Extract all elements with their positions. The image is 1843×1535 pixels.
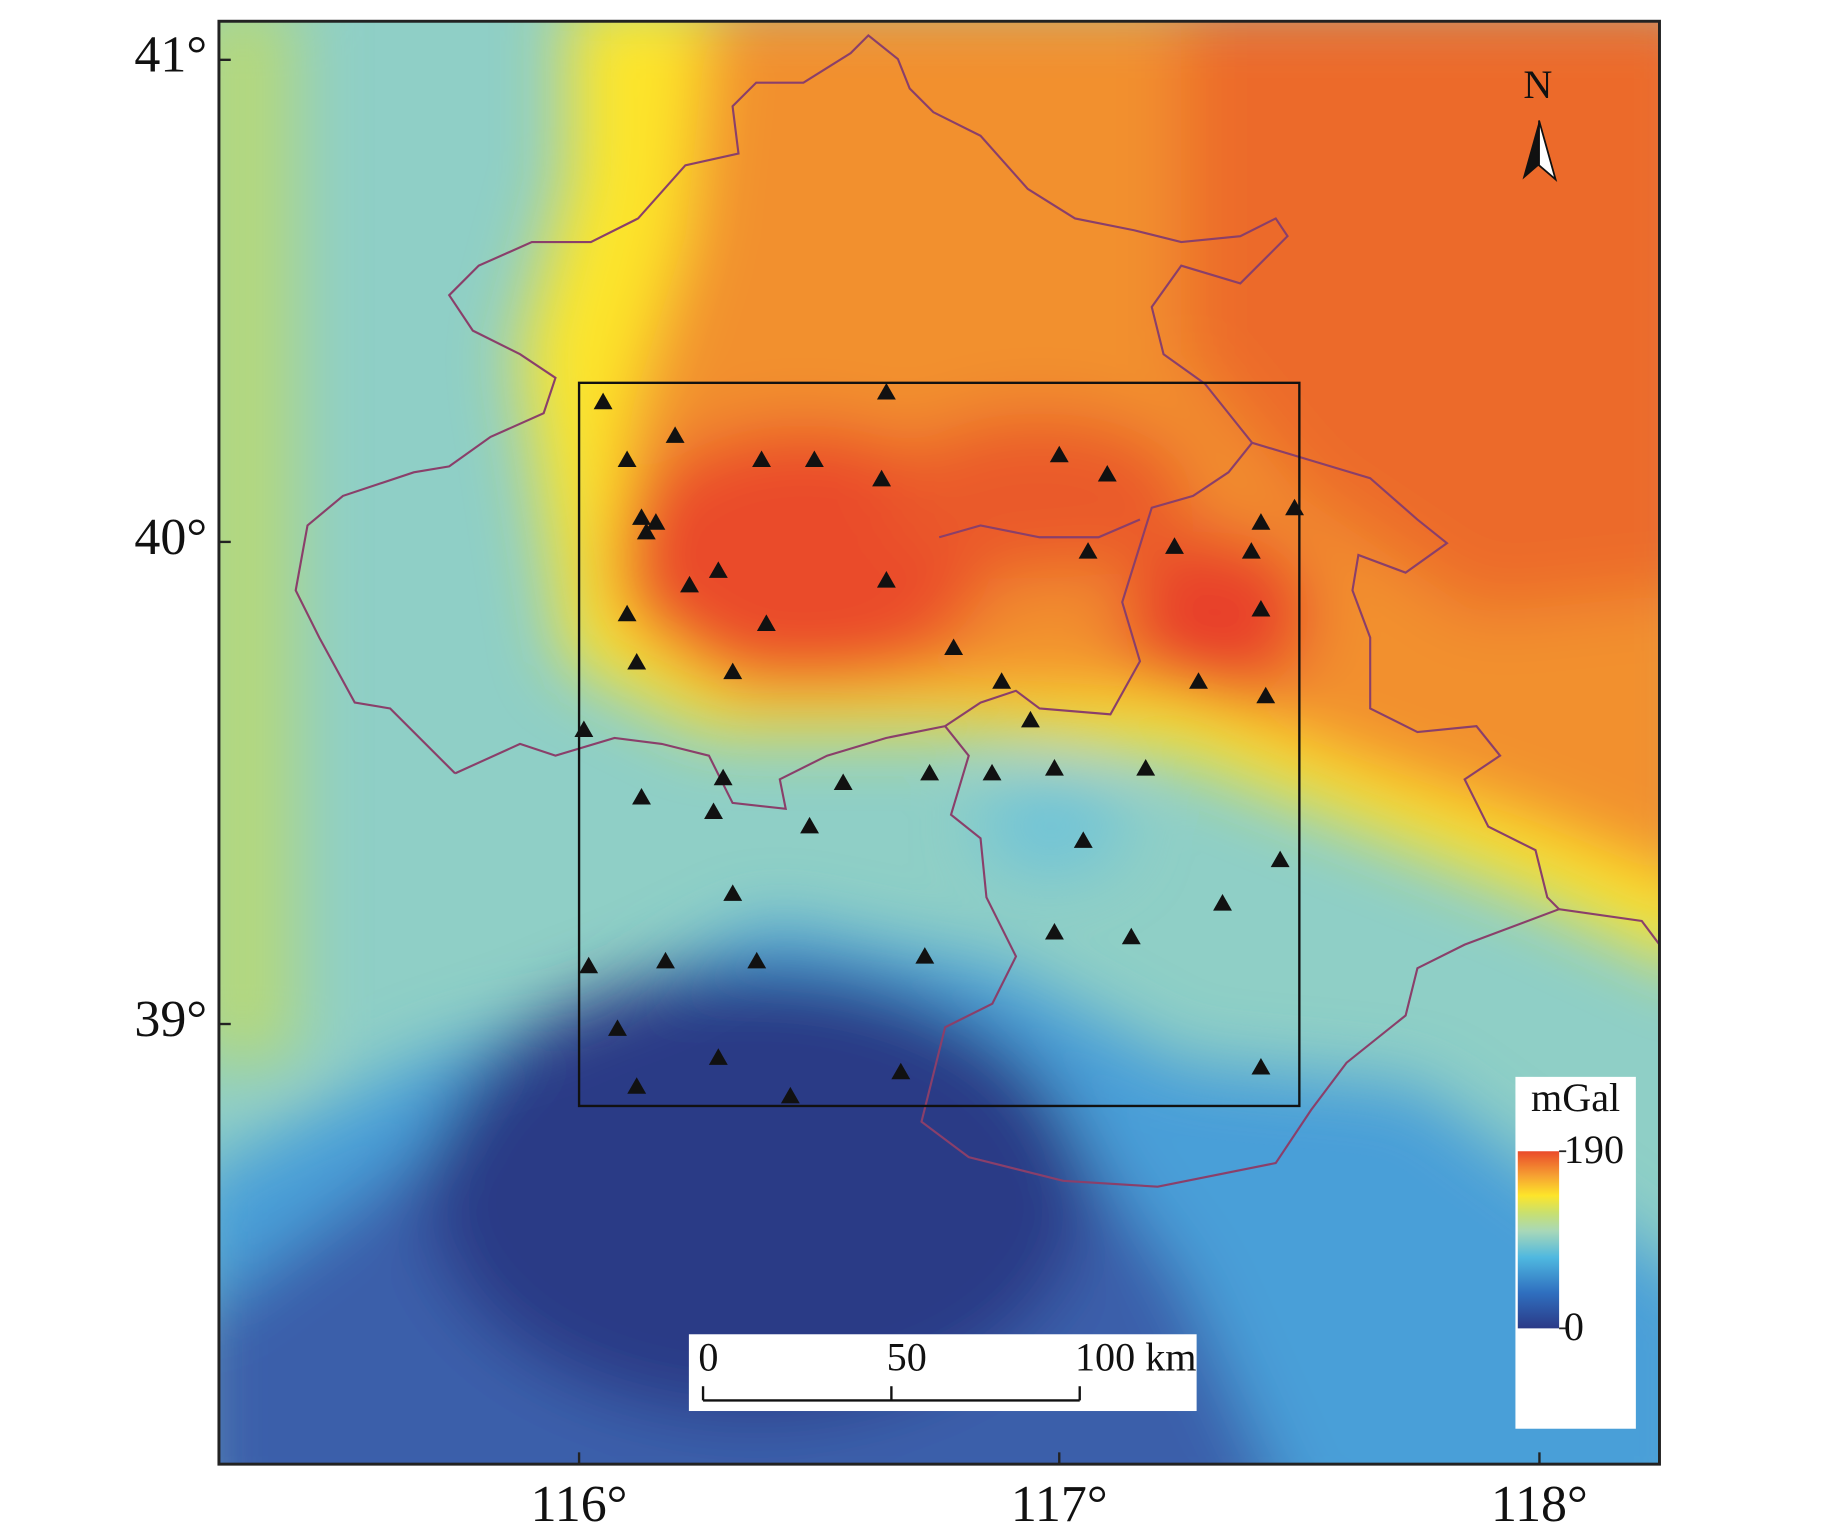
station [1251,1057,1271,1075]
map-frame [217,19,1661,1466]
station [872,469,892,487]
colorbar-tick-label: 0 [1564,1304,1584,1349]
station [1251,599,1271,617]
scale-bar-label: 0 [698,1335,718,1380]
station [627,652,647,670]
station [708,561,728,578]
station [593,392,613,410]
station [992,672,1012,689]
station [656,951,675,969]
scale-bar-label: 50 [887,1335,927,1380]
station [1241,542,1261,559]
station [632,508,651,525]
gravity-field [218,21,1660,1465]
station [982,763,1002,781]
station [804,450,824,468]
north-arrow-left [1522,120,1540,180]
colorbar-tick-label: 190 [1564,1127,1624,1172]
y-tick-label: 40° [134,509,207,566]
station [1049,445,1069,463]
station [704,802,723,819]
station [646,513,666,530]
station [1256,686,1276,704]
station [627,1077,647,1094]
north-label: N [1523,62,1552,107]
x-tick-label: 118° [1491,1476,1588,1533]
station [636,522,656,540]
station [800,816,820,834]
station [1045,759,1064,776]
station [632,787,651,805]
station [756,614,776,631]
station [723,662,743,680]
y-tick-label: 39° [134,991,207,1048]
scale-bar-panel [688,1334,1197,1412]
station [1189,672,1208,689]
station [752,450,771,468]
station [1078,542,1098,559]
station [1213,894,1232,911]
x-tick-label: 117° [1011,1476,1108,1533]
station [617,450,637,468]
north-arrow-right [1538,120,1558,183]
station [876,383,896,400]
station [723,884,743,901]
station [747,951,767,969]
station [1045,922,1064,940]
station [1121,927,1141,945]
station [891,1062,911,1080]
y-tick-label: 41° [134,27,207,84]
station [1165,537,1184,554]
station [915,947,935,964]
station [1136,759,1156,776]
colorbar [1517,1151,1560,1329]
station [944,638,964,656]
station [920,763,940,781]
station [1251,513,1271,530]
station [1097,464,1117,482]
north-arrow: N [1522,62,1558,183]
station [876,571,896,588]
station [780,1086,800,1104]
x-tick-label: 116° [531,1476,628,1533]
station [1073,831,1093,848]
colorbar-label: mGal [1531,1075,1620,1120]
station [608,1019,627,1036]
station [579,956,599,974]
station [713,768,733,786]
study-area [577,381,1301,1108]
station [574,720,594,738]
station [617,604,637,622]
station [708,1048,728,1065]
scale-bar-label: 100 km [1075,1335,1197,1380]
station [665,426,685,443]
station [680,575,699,593]
province-borders [294,33,1660,1188]
station [1020,710,1040,728]
station [1270,850,1290,868]
station [833,773,853,791]
station [1285,498,1304,516]
